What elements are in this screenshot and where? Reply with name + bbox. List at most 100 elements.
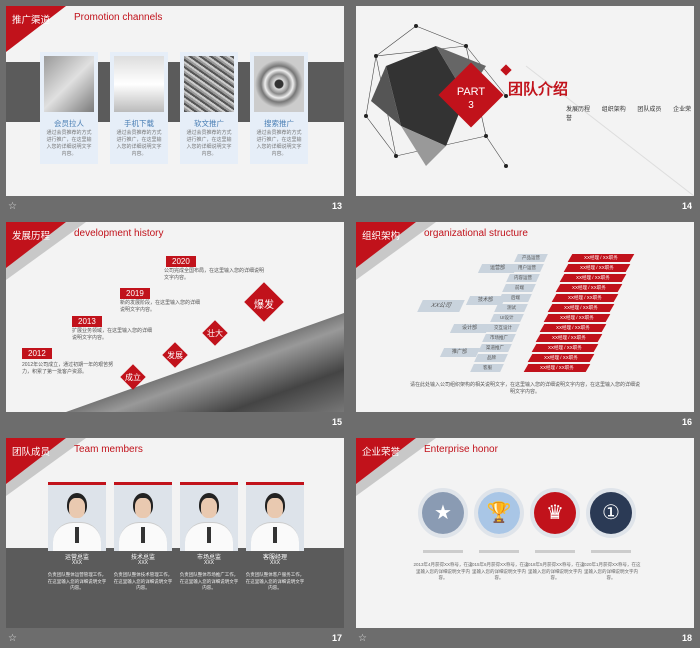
nav-item[interactable]: 团队成员: [637, 107, 662, 113]
org-manager-bar: XX经理 / XX职务: [531, 344, 599, 352]
slide-17-thumbnail[interactable]: 团队成员 Team members 运营总监 XXX 负责团队整体运营管理工作，在这…: [6, 438, 344, 628]
slide-14-thumbnail[interactable]: PART 3 团队介绍 发展历程 组织架构 团队成员 企业荣誉: [356, 6, 694, 196]
honor-desc: 2020年1月获得XX称号，在这里输入您的详细说明文字内容。: [581, 562, 641, 580]
part-label: PART: [456, 86, 486, 98]
card-desc: 通过会员推荐的方式进行推广，在这里输入您的详细说明文字内容。: [256, 130, 302, 157]
channel-card: 搜索推广 通过会员推荐的方式进行推广，在这里输入您的详细说明文字内容。: [250, 52, 308, 164]
header-triangle: [356, 438, 416, 484]
member-name: XXX: [203, 560, 214, 566]
org-manager-bar: XX经理 / XX职务: [563, 264, 631, 272]
section-title: 团队介绍: [508, 81, 569, 98]
slide-title-en: Enterprise honor: [424, 444, 498, 455]
honor-desc: 2013年4月获得XX称号，在这里输入您的详细说明文字内容。: [413, 562, 473, 580]
member-desc: 负责团队整体市场推广工作，在这里输入您的详细说明文字内容。: [179, 572, 239, 590]
channel-photo: [254, 56, 304, 112]
stage-label: 爆发: [254, 300, 274, 311]
medal-pedestal: [479, 550, 519, 553]
member-desc: 负责团队整体运营管理工作，在这里输入您的详细说明文字内容。: [47, 572, 107, 590]
channel-photo: [184, 56, 234, 112]
slide-title-en: organizational structure: [424, 228, 528, 239]
medal-icon: ①: [590, 492, 632, 534]
member-desc: 负责团队整体客户服务工作，在这里输入您的详细说明文字内容。: [245, 572, 305, 590]
motion-photo: [66, 313, 344, 412]
star-icon: ☆: [358, 633, 367, 644]
honor-desc: 2018年5月获得XX称号，在这里输入您的详细说明文字内容。: [525, 562, 585, 580]
stage-label: 发展: [167, 351, 183, 360]
channel-card: 手机下载 通过会员推荐的方式进行推广，在这里输入您的详细说明文字内容。: [110, 52, 168, 164]
org-sub-dept: 后端: [498, 294, 532, 302]
org-manager-bar: XX经理 / XX职务: [567, 254, 635, 262]
member-role: 技术总监: [130, 555, 155, 561]
org-sub-dept: 测试: [494, 304, 528, 312]
org-manager-bar: XX经理 / XX职务: [551, 294, 619, 302]
channel-photo: [44, 56, 94, 112]
member-role: 市场总监: [196, 555, 221, 561]
org-sub-dept: 用户运营: [510, 264, 544, 272]
slide-number: 16: [681, 417, 692, 427]
org-manager-bar: XX经理 / XX职务: [555, 284, 623, 292]
honor-desc: 2015年6月获得XX称号，在这里输入您的详细说明文字内容。: [469, 562, 529, 580]
card-title: 手机下载: [124, 119, 154, 128]
org-sub-dept: UI设计: [490, 314, 524, 322]
org-manager-bar: XX经理 / XX职务: [547, 304, 615, 312]
honor-medal: ♛: [530, 488, 580, 538]
slide-18-thumbnail[interactable]: 企业荣誉 Enterprise honor ★ 2013年4月获得XX称号，在这里…: [356, 438, 694, 628]
honor-medal: 🏆: [474, 488, 524, 538]
slide-title-zh: 企业荣誉: [362, 447, 401, 458]
channel-card: 软文推广 通过会员推荐的方式进行推广，在这里输入您的详细说明文字内容。: [180, 52, 238, 164]
slide-title-zh: 团队成员: [12, 447, 51, 458]
milestone-desc: 2012年公司成立，通过初期一年的艰苦努力，积累了第一批客户资源。: [22, 362, 114, 375]
stage-label: 壮大: [207, 329, 223, 338]
header-triangle: [356, 222, 416, 268]
slide-15-thumbnail[interactable]: 发展历程 development history 2012 2012年公司成立，…: [6, 222, 344, 412]
slide-title-zh: 组织架构: [362, 231, 401, 242]
medal-pedestal: [591, 550, 631, 553]
member-name: XXX: [269, 560, 280, 566]
slide-number: 15: [331, 417, 342, 427]
nav-item[interactable]: 企业荣誉: [566, 107, 692, 122]
part-number: 3: [468, 100, 474, 111]
slide-number: 14: [681, 201, 692, 211]
header-triangle: [6, 222, 66, 268]
slide-15-caption: 15: [6, 414, 346, 432]
member-photo: [246, 482, 304, 551]
slide-title-zh: 推广渠道: [12, 15, 51, 26]
member-photo: [180, 482, 238, 551]
card-desc: 通过会员推荐的方式进行推广，在这里输入您的详细说明文字内容。: [186, 130, 232, 157]
polygon-star-graphic: [364, 24, 694, 196]
nav-item[interactable]: 发展历程: [566, 107, 591, 113]
milestone-desc: 新的发展阶段，在这里输入您的详细说明文字内容。: [120, 300, 201, 313]
org-manager-bar: XX经理 / XX职务: [535, 334, 603, 342]
org-manager-bar: XX经理 / XX职务: [527, 354, 595, 362]
member-role: 客服经理: [262, 555, 287, 561]
channel-card: 会员拉人 通过会员推荐的方式进行推广，在这里输入您的详细说明文字内容。: [40, 52, 98, 164]
org-manager-bar: XX经理 / XX职务: [543, 314, 611, 322]
slide-title-zh: 发展历程: [12, 231, 51, 242]
org-dept: 设计部: [449, 324, 491, 333]
milestone-desc: 公司完成全国布局，在这里输入您的详细说明文字内容。: [164, 268, 265, 281]
year-badge: 2019: [120, 288, 150, 299]
org-sub-dept: 品牌: [474, 354, 508, 362]
member-name: XXX: [71, 560, 82, 566]
nav-item[interactable]: 组织架构: [601, 107, 626, 113]
slide-13-thumbnail[interactable]: 推广渠道 Promotion channels 会员拉人 通过会员推荐的方式进行…: [6, 6, 344, 196]
org-sub-dept: 客服: [470, 364, 504, 372]
slide-17-caption: ☆ 17: [6, 630, 346, 648]
org-dept: 推广部: [439, 348, 481, 357]
header-triangle: [6, 6, 66, 52]
year-badge: 2013: [72, 316, 102, 327]
slide-16-thumbnail[interactable]: 组织架构 organizational structure XX公司 运营部 技…: [356, 222, 694, 412]
star-icon: ☆: [8, 633, 17, 644]
slide-13-caption: ☆ 13: [6, 198, 346, 216]
org-sub-dept: 市场推广: [482, 334, 516, 342]
slide-16-caption: 16: [356, 414, 696, 432]
card-desc: 通过会员推荐的方式进行推广，在这里输入您的详细说明文字内容。: [116, 130, 162, 157]
org-manager-bar: XX经理 / XX职务: [523, 364, 591, 372]
card-title: 搜索推广: [264, 119, 294, 128]
org-manager-bar: XX经理 / XX职务: [539, 324, 607, 332]
medal-pedestal: [535, 550, 575, 553]
org-manager-bar: XX经理 / XX职务: [559, 274, 627, 282]
section-nav: 发展历程 组织架构 团队成员 企业荣誉: [566, 104, 694, 122]
card-title: 会员拉人: [54, 119, 84, 128]
honor-medal: ①: [586, 488, 636, 538]
